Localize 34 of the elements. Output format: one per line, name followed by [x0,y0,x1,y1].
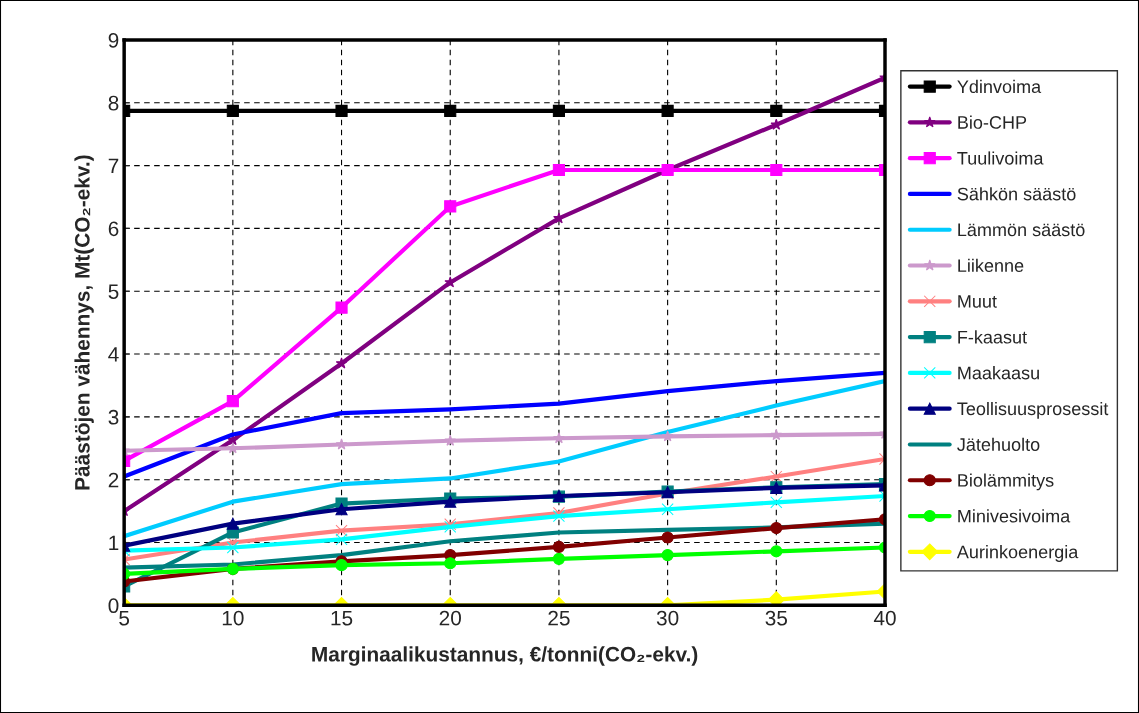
x-tick-label: 25 [548,610,570,626]
y-tick-label: 1 [109,535,119,551]
y-tick-label: 8 [108,95,119,111]
x-tick-label: 30 [656,610,679,626]
x-tick-label: 15 [331,610,353,626]
x-tick-label: 35 [765,610,788,626]
y-tick-label: 5 [108,284,119,299]
legend-label: Aurinkoenergia [956,545,1079,562]
legend-label: Teollisuusprosessit [957,401,1109,419]
legend-label: Lämmön säästö [958,223,1085,237]
legend-label: Bio-CHP [958,115,1027,129]
y-tick-label: 7 [108,158,119,174]
x-axis-title: Marginaalikustannus, €/tonni(CO₂-ekv.) [312,646,698,666]
legend-label: Biolämmitys [958,473,1054,491]
legend-label: Ydinvoima [957,79,1042,94]
y-tick-label: 9 [108,32,119,48]
y-tick-label: 2 [108,472,119,488]
legend-label: Muut [958,295,997,308]
y-tick-label: 4 [108,347,119,362]
legend-label: Liikenne [958,258,1024,273]
x-tick-label: 10 [222,610,244,626]
legend-label: Tuulivoima [957,151,1044,165]
legend-label: Maakaasu [958,366,1039,380]
x-tick-label: 5 [119,610,130,626]
y-tick-label: 3 [108,409,119,425]
y-tick-label: 6 [108,221,119,237]
x-tick-label: 40 [873,610,896,626]
x-tick-label: 20 [439,610,461,626]
y-axis-title: Päästöjen vähennys, Mt(CO₂-ekv.) [74,155,94,490]
legend-label: F-kaasut [958,330,1027,344]
legend-label: Jätehuolto [957,437,1040,451]
y-tick-label: 0 [108,598,119,614]
legend-label: Minivesivoima [958,509,1071,523]
legend-label: Sähkön säästö [957,187,1076,201]
